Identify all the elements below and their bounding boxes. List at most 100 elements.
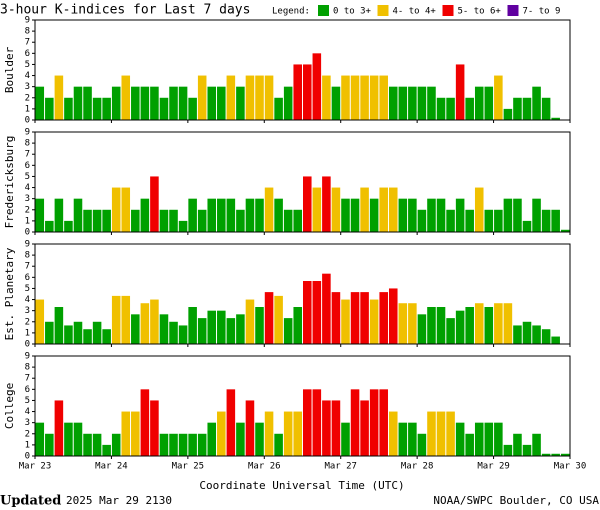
footer-time: 2025 Mar 29 2130: [66, 494, 172, 507]
bar: [303, 176, 312, 232]
bar: [207, 198, 217, 232]
bar: [522, 220, 532, 232]
bar: [465, 307, 474, 344]
bar: [111, 295, 121, 344]
x-tick-label: Mar 26: [248, 462, 281, 472]
y-tick-label: 9: [25, 16, 30, 26]
bar: [360, 400, 369, 456]
bar: [283, 318, 293, 344]
y-tick-label: 6: [25, 385, 30, 395]
footer-updated: Updated: [0, 494, 61, 509]
bar: [360, 75, 369, 120]
bar: [312, 187, 322, 232]
bar: [121, 75, 131, 120]
bar: [111, 86, 121, 120]
bar: [436, 198, 446, 232]
bar: [303, 64, 312, 120]
bar: [140, 198, 150, 232]
bar: [446, 411, 455, 456]
bar: [264, 75, 274, 120]
bar: [121, 187, 131, 232]
bar: [331, 292, 341, 344]
bar: [73, 422, 83, 456]
bar: [312, 389, 322, 456]
bar: [83, 209, 92, 232]
y-tick-label: 7: [25, 38, 30, 48]
bar: [236, 86, 245, 120]
bar: [236, 422, 245, 456]
bar: [226, 318, 236, 344]
x-tick-label: Mar 30: [554, 462, 587, 472]
bar: [436, 411, 446, 456]
bar: [207, 422, 217, 456]
bar: [532, 433, 541, 456]
bar: [369, 75, 379, 120]
bar: [465, 97, 474, 120]
legend-swatch: [507, 5, 519, 16]
y-tick-label: 5: [25, 172, 30, 182]
bar: [503, 444, 513, 456]
y-tick-label: 5: [25, 284, 30, 294]
bar: [35, 299, 45, 344]
bar: [379, 187, 388, 232]
bar: [245, 198, 255, 232]
bar: [532, 325, 541, 344]
bar: [131, 86, 140, 120]
bar: [73, 321, 83, 344]
legend-swatch: [377, 5, 389, 16]
bar: [92, 433, 102, 456]
y-tick-label: 2: [25, 205, 30, 215]
bar: [217, 86, 226, 120]
y-tick-label: 2: [25, 317, 30, 327]
bar: [398, 422, 408, 456]
bar: [140, 86, 150, 120]
bar: [369, 389, 379, 456]
bar: [207, 86, 217, 120]
y-tick-label: 1: [25, 328, 30, 338]
y-tick-label: 7: [25, 262, 30, 272]
y-tick-label: 3: [25, 306, 30, 316]
bar: [341, 75, 350, 120]
bar: [408, 198, 417, 232]
x-tick-label: Mar 27: [324, 462, 357, 472]
bar: [245, 400, 255, 456]
bar: [255, 75, 264, 120]
y-tick-label: 1: [25, 216, 30, 226]
bar: [484, 422, 494, 456]
bar: [111, 433, 121, 456]
bar: [522, 444, 532, 456]
bar: [92, 321, 102, 344]
bar: [484, 86, 494, 120]
bar: [274, 97, 283, 120]
bar: [369, 299, 379, 344]
bar: [379, 75, 388, 120]
y-axis-label: Fredericksburg: [3, 136, 16, 229]
bar: [522, 321, 532, 344]
bar: [494, 75, 503, 120]
bar: [73, 198, 83, 232]
bar: [197, 318, 207, 344]
bar: [427, 411, 436, 456]
bar: [274, 433, 283, 456]
bar: [131, 209, 140, 232]
bar: [178, 86, 188, 120]
bar: [388, 288, 398, 344]
y-tick-label: 0: [25, 228, 30, 238]
bar: [532, 86, 541, 120]
y-tick-label: 1: [25, 440, 30, 450]
footer-source: NOAA/SWPC Boulder, CO USA: [433, 494, 599, 507]
y-tick-label: 8: [25, 251, 30, 261]
bar: [178, 220, 188, 232]
legend-item: 7- to 9: [523, 7, 561, 17]
x-tick-label: Mar 23: [19, 462, 52, 472]
bar: [388, 86, 398, 120]
bar: [159, 209, 169, 232]
y-tick-label: 2: [25, 93, 30, 103]
y-tick-label: 7: [25, 374, 30, 384]
bar: [369, 198, 379, 232]
y-tick-label: 4: [25, 183, 30, 193]
bar: [54, 198, 64, 232]
legend-swatch: [318, 5, 329, 16]
bar: [54, 400, 64, 456]
